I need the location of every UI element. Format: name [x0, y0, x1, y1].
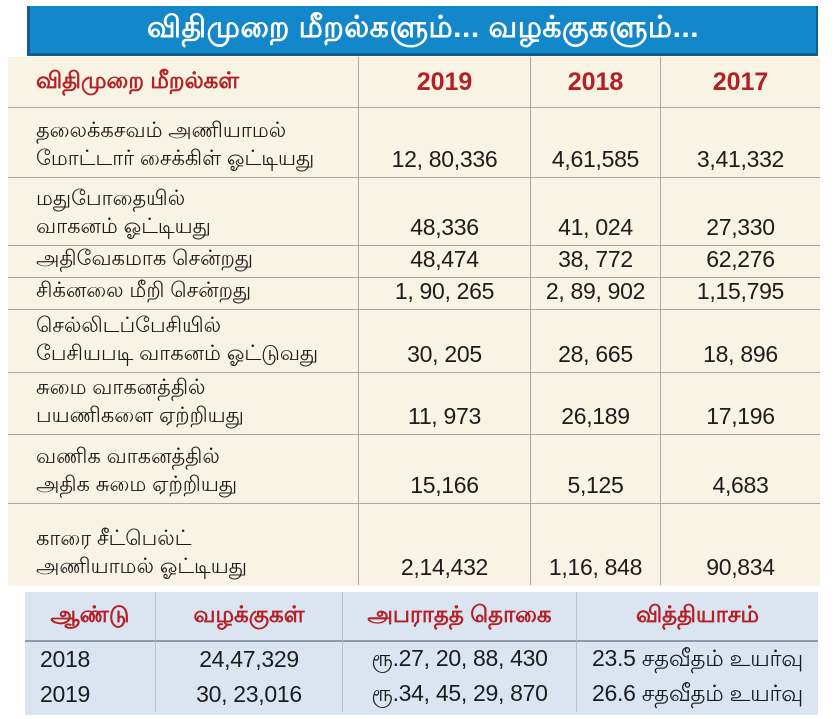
- violation-label-line: அணியாமல் ஓட்டியது: [36, 555, 247, 578]
- violation-value-2017: 17,196: [660, 372, 820, 434]
- cases-header-year: ஆண்டு: [25, 592, 155, 642]
- violation-value-2018: 1,16, 848: [530, 503, 660, 585]
- violation-label-line: பேசியபடி வாகனம் ஓட்டுவது: [36, 342, 319, 365]
- case-fine-amount: ரூ.27, 20, 88, 430: [342, 642, 576, 677]
- violation-label-line: பயணிகளை ஏற்றியது: [36, 404, 244, 427]
- violation-value-2019: 15,166: [358, 434, 530, 503]
- violation-label-line: வாகனம் ஓட்டியது: [36, 215, 211, 238]
- violation-value-2017: 1,15,795: [660, 277, 820, 309]
- violation-value-2018: 28, 665: [530, 309, 660, 372]
- case-difference: 26.6 சதவீதம் உயர்வு: [576, 677, 818, 712]
- violation-row-label: வணிக வாகனத்தில் அதிக சுமை ஏற்றியது: [8, 434, 358, 503]
- title-bar: விதிமுறை மீறல்களும்... வழக்குகளும்...: [27, 6, 818, 56]
- violation-row-label: செல்லிடப்பேசியில் பேசியபடி வாகனம் ஓட்டுவத…: [8, 309, 358, 372]
- violation-value-2019: 48,336: [358, 177, 530, 245]
- violation-value-2018: 4,61,585: [530, 107, 660, 177]
- violation-row-label: அதிவேகமாக சென்றது: [8, 245, 358, 277]
- violations-header-label: விதிமுறை மீறல்கள்: [36, 67, 240, 93]
- violation-label-line: மதுபோதையில்: [36, 187, 186, 210]
- violation-value-2019: 11, 973: [358, 372, 530, 434]
- violation-label-line: சுமை வாகனத்தில்: [36, 376, 206, 399]
- violation-value-2017: 27,330: [660, 177, 820, 245]
- violations-table-panel: விதிமுறை மீறல்கள் 2019 2018 2017 தலைக்கச…: [8, 57, 820, 586]
- cases-table: ஆண்டு வழக்குகள் அபராதத் தொகை வித்தியாசம்…: [25, 592, 818, 712]
- violation-row-label: மதுபோதையில் வாகனம் ஓட்டியது: [8, 177, 358, 245]
- case-difference: 23.5 சதவீதம் உயர்வு: [576, 642, 818, 677]
- case-count: 30, 23,016: [155, 677, 342, 712]
- violation-value-2019: 30, 205: [358, 309, 530, 372]
- cases-table-panel: ஆண்டு வழக்குகள் அபராதத் தொகை வித்தியாசம்…: [25, 592, 818, 715]
- case-year: 2019: [40, 681, 90, 707]
- violation-row-label: சிக்னலை மீறி சென்றது: [8, 277, 358, 309]
- violations-header-year-2019: 2019: [358, 57, 530, 107]
- case-fine-amount: ரூ.34, 45, 29, 870: [342, 677, 576, 712]
- cases-header-cases: வழக்குகள்: [155, 592, 342, 642]
- violations-table: விதிமுறை மீறல்கள் 2019 2018 2017 தலைக்கச…: [8, 57, 820, 585]
- violation-value-2019: 2,14,432: [358, 503, 530, 585]
- violation-row-label: சுமை வாகனத்தில் பயணிகளை ஏற்றியது: [8, 372, 358, 434]
- violation-value-2019: 1, 90, 265: [358, 277, 530, 309]
- violation-value-2018: 38, 772: [530, 245, 660, 277]
- violation-label-line: செல்லிடப்பேசியில்: [36, 314, 222, 337]
- violation-label-line: சிக்னலை மீறி சென்றது: [36, 279, 252, 302]
- case-count: 24,47,329: [155, 642, 342, 677]
- cases-header-difference: வித்தியாசம்: [576, 592, 818, 642]
- violation-value-2018: 41, 024: [530, 177, 660, 245]
- violation-row-label: காரை சீட்பெல்ட் அணியாமல் ஓட்டியது: [8, 503, 358, 585]
- violation-label-line: அதிவேகமாக சென்றது: [36, 247, 253, 270]
- violation-value-2019: 48,474: [358, 245, 530, 277]
- violation-row-label: தலைக்கசவம் அணியாமல் மோட்டார் சைக்கிள் ஓட்…: [8, 107, 358, 177]
- violation-label-line: வணிக வாகனத்தில்: [36, 445, 220, 468]
- violation-value-2018: 2, 89, 902: [530, 277, 660, 309]
- violation-value-2018: 5,125: [530, 434, 660, 503]
- violation-label-line: தலைக்கசவம் அணியாமல்: [36, 119, 287, 142]
- violation-value-2017: 62,276: [660, 245, 820, 277]
- violation-value-2018: 26,189: [530, 372, 660, 434]
- violation-label-line: அதிக சுமை ஏற்றியது: [36, 473, 238, 496]
- violation-value-2017: 18, 896: [660, 309, 820, 372]
- violation-value-2017: 3,41,332: [660, 107, 820, 177]
- violations-header-year-2017: 2017: [660, 57, 820, 107]
- violation-value-2019: 12, 80,336: [358, 107, 530, 177]
- cases-header-fine-amount: அபராதத் தொகை: [342, 592, 576, 642]
- violation-label-line: மோட்டார் சைக்கிள் ஓட்டியது: [36, 147, 315, 170]
- case-year: 2018: [40, 646, 90, 672]
- violations-header-year-2018: 2018: [530, 57, 660, 107]
- violation-label-line: காரை சீட்பெல்ட்: [36, 527, 192, 550]
- violation-value-2017: 90,834: [660, 503, 820, 585]
- infographic-title: விதிமுறை மீறல்களும்... வழக்குகளும்...: [146, 10, 700, 44]
- violation-value-2017: 4,683: [660, 434, 820, 503]
